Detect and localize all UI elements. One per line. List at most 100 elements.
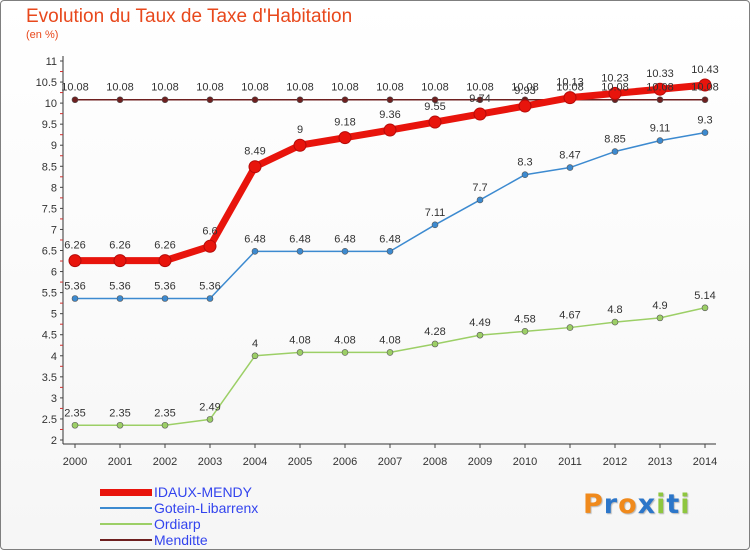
idaux-mendy-point xyxy=(293,138,307,152)
gotein-libarrenx-data-label: 7.7 xyxy=(472,182,487,194)
menditte-point xyxy=(431,96,439,104)
menditte-data-label: 10.08 xyxy=(151,82,179,94)
idaux-mendy-point xyxy=(338,131,352,145)
menditte-point xyxy=(386,96,394,104)
gotein-libarrenx-point xyxy=(476,196,484,204)
x-tick-label: 2009 xyxy=(468,456,492,468)
ordiarp-data-label: 4.49 xyxy=(469,317,490,329)
idaux-mendy-data-label: 9.18 xyxy=(334,117,355,129)
logo-letter: r xyxy=(603,489,619,520)
gotein-libarrenx-data-label: 5.36 xyxy=(154,281,175,293)
menditte-data-label: 10.08 xyxy=(646,82,674,94)
y-tick-label: 8.5 xyxy=(42,161,57,173)
menditte-data-label: 10.08 xyxy=(196,82,224,94)
ordiarp-data-label: 2.35 xyxy=(109,407,130,419)
ordiarp-point xyxy=(296,349,304,356)
gotein-libarrenx-point xyxy=(566,164,574,171)
legend-swatch xyxy=(100,507,152,509)
ordiarp-data-label: 4.9 xyxy=(652,300,667,312)
x-tick-label: 2010 xyxy=(513,456,537,468)
y-tick-label: 6 xyxy=(51,267,57,279)
legend-label: Menditte xyxy=(154,532,208,548)
idaux-mendy-data-label: 9.55 xyxy=(424,101,445,113)
logo-letter: i xyxy=(680,489,691,520)
y-tick-label: 5.5 xyxy=(42,288,57,300)
menditte-point xyxy=(656,96,664,104)
gotein-libarrenx-data-label: 8.3 xyxy=(517,157,532,169)
gotein-libarrenx-point xyxy=(296,248,304,255)
menditte-point xyxy=(161,96,169,104)
x-tick-label: 2014 xyxy=(693,456,717,468)
ordiarp-data-label: 4.08 xyxy=(289,334,310,346)
y-tick-label: 3 xyxy=(51,393,57,405)
menditte-point xyxy=(701,96,709,104)
y-tick-label: 8 xyxy=(51,182,57,194)
gotein-libarrenx-point xyxy=(431,221,439,229)
idaux-mendy-point xyxy=(158,254,172,268)
idaux-mendy-data-label: 10.13 xyxy=(556,77,584,89)
y-tick-label: 4.5 xyxy=(42,330,57,342)
x-tick-label: 2011 xyxy=(558,456,582,468)
ordiarp-data-label: 2.49 xyxy=(199,401,220,413)
ordiarp-data-label: 4.08 xyxy=(379,334,400,346)
ordiarp-point xyxy=(656,314,664,322)
legend-item: IDAUX-MENDY xyxy=(100,484,360,500)
ordiarp-data-label: 4.8 xyxy=(607,304,622,316)
x-tick-label: 2007 xyxy=(378,456,402,468)
gotein-libarrenx-data-label: 5.36 xyxy=(64,281,85,293)
idaux-mendy-point xyxy=(563,91,577,105)
chart-title: Evolution du Taux de Taxe d'Habitation xyxy=(26,6,353,27)
ordiarp-data-label: 4.67 xyxy=(559,310,580,322)
menditte-data-label: 10.08 xyxy=(106,82,134,94)
legend-item: Menditte xyxy=(100,532,360,548)
y-tick-label: 7 xyxy=(51,224,57,236)
menditte-data-label: 10.08 xyxy=(601,82,629,94)
idaux-mendy-point xyxy=(608,86,622,100)
ordiarp-data-label: 2.35 xyxy=(154,407,175,419)
idaux-mendy-data-label: 9.74 xyxy=(469,93,490,105)
gotein-libarrenx-point xyxy=(251,248,259,255)
ordiarp-point xyxy=(71,421,79,429)
gotein-libarrenx-point xyxy=(701,129,709,136)
gotein-libarrenx-data-label: 9.11 xyxy=(650,123,671,135)
y-tick-label: 4 xyxy=(51,351,57,363)
gotein-libarrenx-point xyxy=(521,171,529,178)
ordiarp-point xyxy=(341,349,349,356)
gotein-libarrenx-data-label: 6.48 xyxy=(289,233,310,245)
idaux-mendy-data-label: 10.23 xyxy=(601,72,629,84)
y-tick-label: 10 xyxy=(45,98,57,110)
y-tick-label: 7.5 xyxy=(42,203,57,215)
menditte-point xyxy=(341,96,349,104)
chart-unit: (en %) xyxy=(26,29,59,41)
y-tick-label: 10.5 xyxy=(36,77,57,89)
legend: IDAUX-MENDY Gotein-Libarrenx Ordiarp Mendit… xyxy=(100,484,360,548)
x-tick-label: 2006 xyxy=(333,456,357,468)
logo-letter: t xyxy=(666,489,681,520)
logo-letter: x xyxy=(637,489,657,520)
ordiarp-data-label: 5.14 xyxy=(694,290,715,302)
idaux-mendy-point xyxy=(473,107,487,121)
ordiarp-data-label: 2.35 xyxy=(64,407,85,419)
gotein-libarrenx-point xyxy=(656,137,664,144)
ordiarp-data-label: 4.58 xyxy=(514,313,535,325)
ordiarp-point xyxy=(386,349,394,356)
gotein-libarrenx-line xyxy=(75,131,706,300)
menditte-point xyxy=(71,96,79,104)
menditte-data-label: 10.08 xyxy=(421,82,449,94)
menditte-data-label: 10.08 xyxy=(331,82,359,94)
menditte-data-label: 10.08 xyxy=(466,82,494,94)
legend-label: Ordiarp xyxy=(154,516,201,532)
ordiarp-data-label: 4 xyxy=(252,338,258,350)
legend-swatch xyxy=(100,523,152,525)
gotein-libarrenx-point xyxy=(386,248,394,255)
idaux-mendy-data-label: 9 xyxy=(297,124,303,136)
y-tick-label: 3.5 xyxy=(42,372,57,384)
ordiarp-data-label: 4.28 xyxy=(424,326,445,338)
logo-letter: P xyxy=(583,489,604,520)
idaux-mendy-point xyxy=(518,99,532,113)
ordiarp-point xyxy=(521,328,529,335)
ordiarp-point xyxy=(476,331,484,339)
idaux-mendy-point xyxy=(428,115,442,129)
gotein-libarrenx-data-label: 6.48 xyxy=(379,233,400,245)
x-tick-label: 2013 xyxy=(648,456,672,468)
